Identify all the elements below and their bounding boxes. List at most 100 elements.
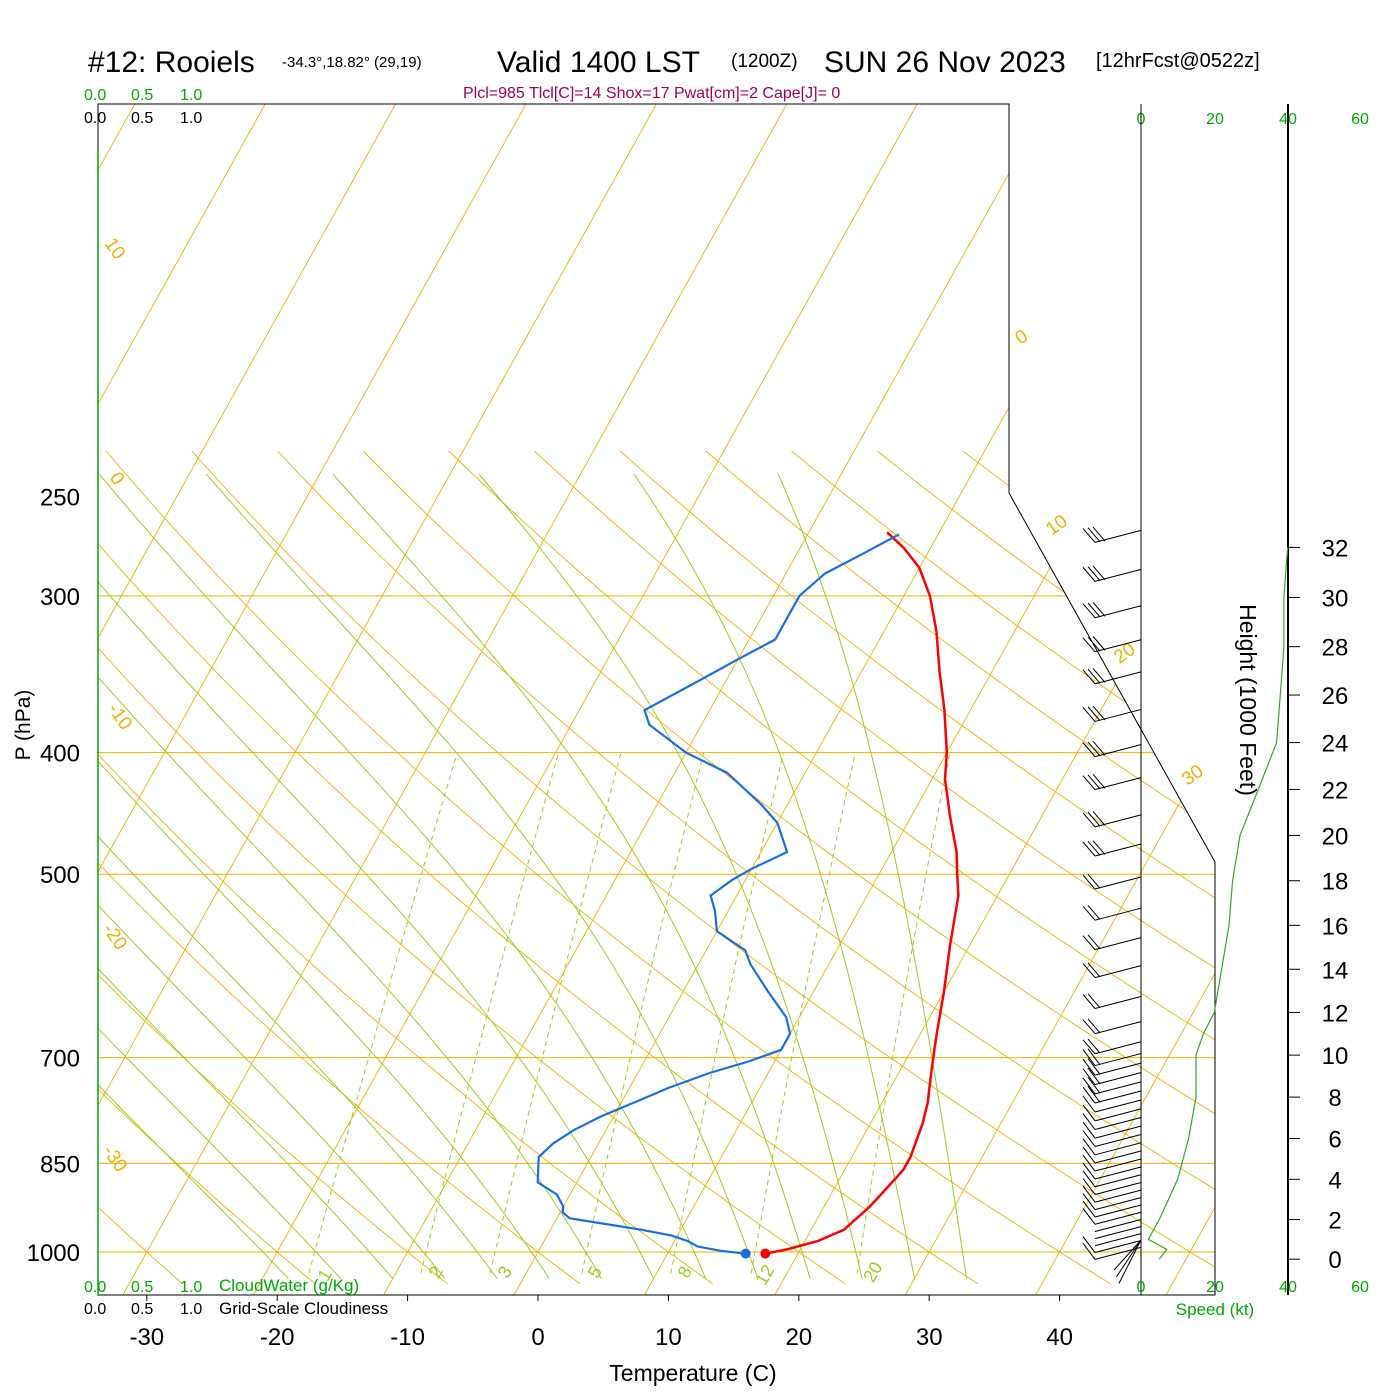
- dry-adiabat-label: -10: [103, 700, 136, 735]
- wind-barb: [1082, 1104, 1142, 1122]
- dry-adiabat-line: [191, 450, 1215, 1285]
- dry-adiabat-line: [98, 450, 316, 1285]
- wind-barb: [1082, 1076, 1142, 1095]
- cloudwater-scale-bottom: 0.0 0.5 1.0 CloudWater (g/Kg): [84, 1276, 359, 1296]
- wind-barb: [1082, 1236, 1142, 1254]
- wind-barb: [1082, 1048, 1142, 1067]
- height-tick-label: 6: [1328, 1126, 1341, 1153]
- height-tick-label: 28: [1322, 635, 1349, 662]
- pressure-tick-label: 500: [40, 862, 80, 889]
- x-tick-label: 0: [531, 1324, 544, 1351]
- valid-time: Valid 1400 LST: [497, 46, 700, 79]
- wind-barb: [1082, 526, 1142, 543]
- svg-text:60: 60: [1351, 1279, 1369, 1296]
- svg-text:1.0: 1.0: [180, 110, 202, 127]
- svg-text:1.0: 1.0: [180, 1279, 202, 1296]
- svg-text:0.0: 0.0: [84, 1279, 106, 1296]
- forecast-date: SUN 26 Nov 2023: [824, 46, 1066, 79]
- wind-barb: [1082, 840, 1142, 857]
- svg-text:40: 40: [1279, 1279, 1297, 1296]
- cloudiness-scale-top: 0.0 0.5 1.0: [84, 110, 202, 127]
- wind-barb: [1082, 1138, 1142, 1156]
- wind-barb: [1082, 565, 1142, 582]
- x-tick-label: 30: [916, 1324, 943, 1351]
- pressure-tick-label: 300: [40, 584, 80, 611]
- height-tick-label: 4: [1328, 1167, 1341, 1194]
- x-tick-label: 40: [1046, 1324, 1073, 1351]
- wind-barb: [1082, 1086, 1142, 1104]
- moist-adiabat-line: [98, 473, 498, 1279]
- isotherm-line: [904, 104, 1215, 1295]
- mixing-ratio-line: [420, 752, 559, 1274]
- svg-text:0.5: 0.5: [131, 1301, 153, 1318]
- surface-dewpoint-marker: [740, 1248, 751, 1259]
- mixing-ratio-line: [670, 752, 784, 1274]
- forecast-info: [12hrFcst@0522z]: [1096, 50, 1260, 72]
- dry-adiabat-line: [105, 450, 1111, 1285]
- wind-barb: [1082, 1200, 1142, 1218]
- moist-adiabat-line: [98, 473, 341, 1279]
- wind-barb: [1082, 1207, 1142, 1225]
- sounding-parameters: Plcl=985 Tlcl[C]=14 Shox=17 Pwat[cm]=2 C…: [463, 85, 840, 102]
- x-tick-label: -20: [260, 1324, 295, 1351]
- height-tick-label: 12: [1322, 1001, 1349, 1028]
- height-tick-label: 30: [1322, 585, 1349, 612]
- moist-adiabat-line: [98, 473, 289, 1279]
- height-tick-label: 10: [1322, 1043, 1349, 1070]
- svg-text:0.5: 0.5: [131, 110, 153, 127]
- height-tick-label: 16: [1322, 913, 1349, 940]
- x-tick-label: 10: [655, 1324, 682, 1351]
- height-tick-label: 26: [1322, 683, 1349, 710]
- isotherm-line: [1165, 104, 1215, 1295]
- mixing-ratio-line: [489, 752, 622, 1274]
- dry-adiabat-line: [98, 450, 846, 1285]
- svg-text:20: 20: [1206, 1279, 1224, 1296]
- pressure-tick-label: 700: [40, 1046, 80, 1073]
- dry-adiabat-line: [98, 450, 581, 1285]
- dry-adiabat-line: [1134, 450, 1215, 1285]
- isotherm-line: [98, 104, 397, 1295]
- cloudiness-label: Grid-Scale Cloudiness: [219, 1299, 388, 1318]
- dry-adiabat-line: [98, 450, 183, 1285]
- height-tick-label: 0: [1328, 1247, 1341, 1274]
- svg-text:1.0: 1.0: [180, 87, 202, 104]
- isotherm-line: [98, 104, 527, 1295]
- wind-barb: [1113, 1239, 1142, 1271]
- pressure-tick-label: 850: [40, 1151, 80, 1178]
- dry-adiabat-label: -20: [98, 920, 131, 955]
- x-axis-title: Temperature (C): [609, 1360, 776, 1386]
- cloudwater-scale-top: 0.0 0.5 1.0: [84, 87, 202, 104]
- wind-barb: [1094, 1233, 1142, 1247]
- wind-barb: [1082, 1243, 1142, 1260]
- wind-barb: [1082, 1067, 1142, 1086]
- wind-barb: [1082, 636, 1142, 653]
- height-tick-label: 32: [1322, 535, 1349, 562]
- isotherm-line: [122, 104, 788, 1295]
- wind-speed-profile: [1147, 547, 1289, 1260]
- moist-adiabat-line: [205, 473, 759, 1279]
- y-axis-title: P (hPa): [12, 690, 35, 761]
- moist-adiabat-line: [98, 473, 655, 1279]
- wind-barb: [1082, 993, 1142, 1009]
- dry-adiabat-label: 10: [1042, 511, 1071, 540]
- wind-barb: [1082, 1130, 1142, 1147]
- moist-adiabat-line: [98, 473, 550, 1279]
- mixing-ratio-label: 2: [425, 1263, 447, 1282]
- moist-adiabat-line: [98, 473, 602, 1279]
- wind-barb: [1094, 1226, 1142, 1240]
- surface-temperature-marker: [760, 1248, 771, 1259]
- mixing-ratio-label: 8: [674, 1263, 696, 1282]
- pressure-tick-label: 250: [40, 484, 80, 511]
- pressure-tick-label: 400: [40, 741, 80, 768]
- svg-text:0.0: 0.0: [84, 1301, 106, 1318]
- svg-text:0: 0: [1137, 1279, 1146, 1296]
- moist-adiabat-line: [478, 473, 863, 1279]
- dry-adiabat-line: [277, 450, 1215, 1285]
- wind-barb: [1082, 811, 1142, 828]
- wind-barb: [1082, 668, 1142, 685]
- station-title: #12: Rooiels: [88, 46, 255, 79]
- wind-barb: [1082, 905, 1142, 921]
- wind-barb: [1082, 1018, 1142, 1035]
- moist-adiabat-line: [633, 473, 915, 1279]
